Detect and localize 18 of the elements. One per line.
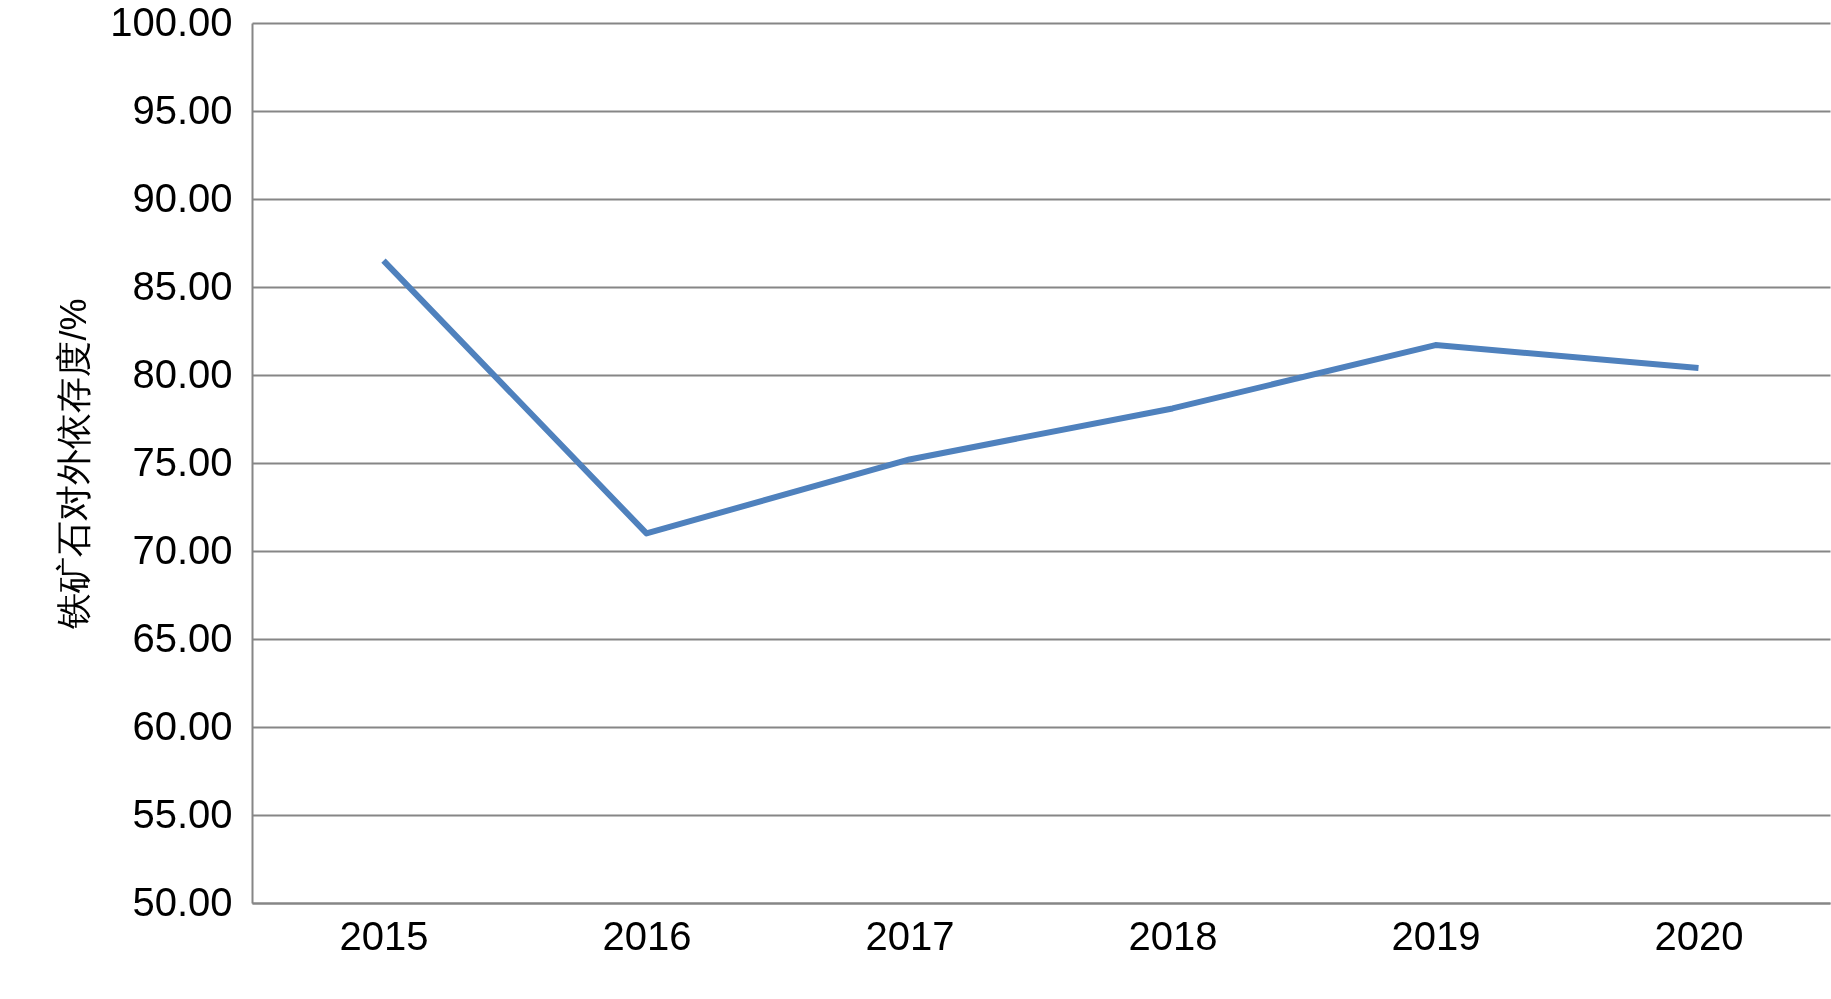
y-tick-label: 50.00 [132,879,233,924]
x-tick-label: 2016 [602,913,692,958]
x-tick-label: 2020 [1654,913,1744,958]
y-tick-label: 95.00 [132,87,233,132]
y-tick-label: 75.00 [132,439,233,484]
y-tick-label: 80.00 [132,351,233,396]
y-tick-label: 90.00 [132,175,233,220]
x-tick-label: 2017 [865,913,955,958]
x-tick-label: 2015 [339,913,429,958]
y-tick-label: 100.00 [110,0,233,44]
x-tick-label: 2019 [1391,913,1481,958]
y-axis-title: 铁矿石对外依存度/% [53,298,95,630]
y-tick-label: 55.00 [132,791,233,836]
x-tick-label: 2018 [1128,913,1218,958]
y-tick-label: 65.00 [132,615,233,660]
y-tick-label: 70.00 [132,527,233,572]
y-tick-label: 85.00 [132,263,233,308]
y-tick-label: 60.00 [132,703,233,748]
